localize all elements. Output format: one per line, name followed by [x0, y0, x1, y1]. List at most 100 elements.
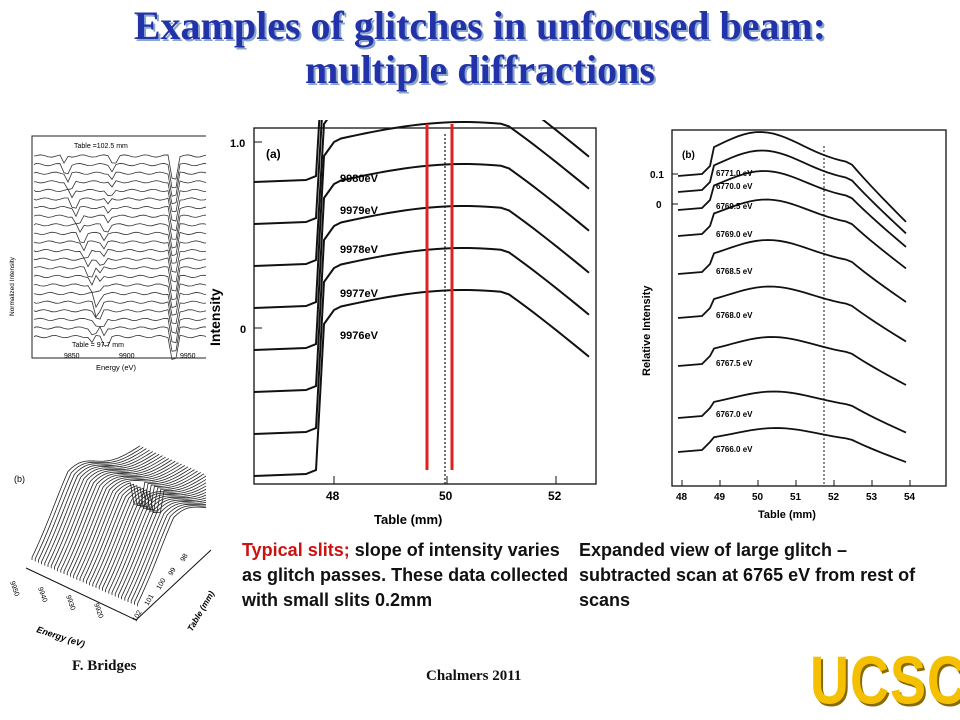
- table-tick-5: 98: [180, 553, 190, 563]
- series-label-6767-5: 6767.5 eV: [716, 359, 753, 368]
- series-label-6769-5: 6769.5 eV: [716, 202, 753, 211]
- surface-trace: [31, 445, 141, 560]
- y-tick-0: 0: [240, 324, 246, 336]
- caption-right: Expanded view of large glitch – subtract…: [579, 538, 929, 613]
- event-footer: Chalmers 2011: [426, 668, 522, 684]
- x-tick-label: 49: [714, 492, 726, 503]
- surface-trace: [137, 502, 226, 607]
- small-x-tick-3: 9950: [180, 353, 196, 360]
- intensity-curve: [253, 121, 590, 309]
- series-label-9978: 9978eV: [340, 244, 379, 256]
- surface-trace: [92, 472, 202, 587]
- surface-trace: [41, 449, 150, 565]
- relative-intensity-curve: [677, 131, 907, 223]
- x-tick-label: 53: [866, 492, 878, 503]
- y-tick-0-1: 0.1: [650, 170, 664, 181]
- relative-intensity-curve: [677, 390, 907, 434]
- surface-trace: [105, 477, 214, 593]
- spectrum-trace: [33, 334, 209, 361]
- spectrum-trace: [33, 214, 209, 240]
- spectrum-trace: [33, 309, 209, 334]
- energy-tick-4: 9920: [92, 602, 104, 619]
- intensity-vs-table-plot-a: 1.0 0 (a) Intensity 48 50 52 Table (mm) …: [206, 120, 600, 540]
- spectrum-trace: [33, 325, 209, 352]
- surface-trace: [60, 458, 170, 573]
- x-tick-label: 50: [752, 492, 764, 503]
- surface-trace: [89, 470, 198, 586]
- x-tick-48: 48: [326, 489, 340, 503]
- series-label-6767: 6767.0 eV: [716, 410, 753, 419]
- surface-trace: [114, 481, 224, 597]
- series-label-6770: 6770.0 eV: [716, 182, 753, 191]
- spectrum-trace: [33, 223, 209, 249]
- surface-panel-label: (b): [14, 474, 25, 484]
- title-line-2: multiple diffractions: [305, 47, 655, 92]
- title-line-1: Examples of glitches in unfocused beam:: [133, 3, 827, 48]
- x-tick-52: 52: [548, 489, 562, 503]
- spectrum-trace: [33, 274, 209, 301]
- surface-trace: [34, 446, 144, 562]
- bottom-table-label: Table = 97.7 mm: [72, 342, 124, 349]
- spectrum-trace: [33, 205, 209, 232]
- spectrum-trace: [33, 283, 209, 309]
- small-x-tick-2: 9900: [119, 353, 135, 360]
- stacked-spectra-curves: [33, 154, 209, 361]
- series-label-6766: 6766.0 eV: [716, 445, 753, 454]
- surface-trace: [95, 473, 205, 588]
- small-y-axis-label: Normalized Intensity: [9, 256, 16, 316]
- series-label-6769: 6769.0 eV: [716, 230, 753, 239]
- energy-tick-2: 9940: [36, 586, 48, 603]
- panel-b-y-axis-label: Relative Intensity: [641, 285, 653, 376]
- surface-base-axes: [25, 549, 212, 621]
- series-label-6768-5: 6768.5 eV: [716, 267, 753, 276]
- energy-tick-3: 9930: [64, 594, 76, 611]
- relative-intensity-curve: [677, 239, 907, 303]
- small-x-axis-label: Energy (eV): [96, 363, 137, 372]
- relative-intensity-curve: [677, 336, 907, 386]
- spectrum-trace: [33, 154, 209, 180]
- panel-a-label: (a): [266, 147, 281, 161]
- intensity-curve: [253, 163, 590, 351]
- spectrum-trace: [33, 240, 209, 264]
- x-tick-label: 51: [790, 492, 802, 503]
- slide-title: Examples of glitches in unfocused beam: …: [0, 4, 960, 92]
- spectrum-trace: [33, 248, 209, 273]
- caption-right-text: Expanded view of large glitch – subtract…: [579, 540, 916, 610]
- surface-trace: [50, 453, 160, 569]
- surface-trace: [111, 480, 221, 595]
- surface-trace: [76, 465, 186, 580]
- series-label-6768: 6768.0 eV: [716, 311, 753, 320]
- surface-trace: [73, 463, 182, 579]
- surface-trace: [54, 455, 163, 570]
- spectrum-trace: [33, 197, 209, 222]
- surface-trace: [98, 474, 208, 590]
- surface-trace: [44, 451, 154, 566]
- table-tick-1: 102: [132, 609, 144, 623]
- top-table-label: Table =102.5 mm: [74, 143, 128, 150]
- y-tick-1-0: 1.0: [230, 138, 245, 150]
- y-tick-0: 0: [656, 200, 662, 211]
- spectrum-trace: [33, 300, 209, 325]
- x-tick-label: 54: [904, 492, 916, 503]
- spectrum-trace: [33, 317, 209, 344]
- table-tick-3: 100: [156, 577, 168, 591]
- surface-trace: [108, 479, 218, 594]
- energy-tick-1: 9950: [8, 580, 20, 597]
- stacked-spectra-figure: Table =102.5 mm Table = 97.7 mm Normaliz…: [4, 126, 214, 388]
- spectrum-trace: [33, 231, 209, 257]
- spectrum-trace: [33, 188, 209, 212]
- panel-b-label: (b): [682, 150, 695, 161]
- series-label-9977: 9977eV: [340, 288, 379, 300]
- relative-intensity-curve: [677, 427, 907, 463]
- caption-left: Typical slits; slope of intensity varies…: [242, 538, 572, 613]
- x-tick-50: 50: [439, 489, 453, 503]
- intensity-curve: [253, 247, 590, 435]
- surface-trace: [82, 467, 192, 583]
- panel-b-x-ticks: 48 49 50 51 52 53 54: [676, 480, 916, 503]
- surface-trace: [57, 456, 166, 572]
- series-label-9979: 9979eV: [340, 205, 379, 217]
- table-tick-4: 99: [168, 567, 178, 577]
- relative-intensity-plot-b: (b) 0.1 0 Relative Intensity 48 49 50 51 52 5…: [630, 126, 950, 526]
- ucsc-logo: UCSC: [810, 643, 960, 719]
- table-tick-2: 101: [144, 593, 156, 607]
